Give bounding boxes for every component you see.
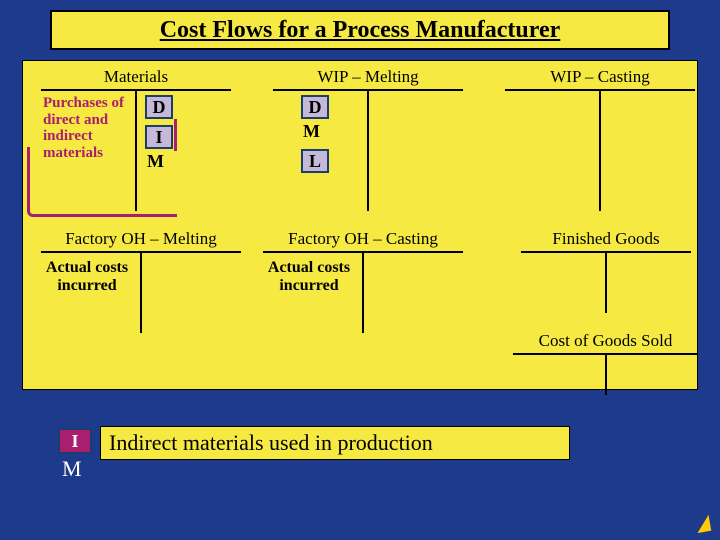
foh-casting-actual-costs: Actual costs incurred xyxy=(265,259,353,296)
wip-melting-l-box: L xyxy=(301,149,329,173)
legend-badge-i: I xyxy=(58,428,92,454)
foh-melting-actual-costs: Actual costs incurred xyxy=(43,259,131,296)
flow-arrow-indirect-materials xyxy=(27,147,177,217)
account-title-foh-casting: Factory OH – Casting xyxy=(263,229,463,249)
account-title-finished-goods: Finished Goods xyxy=(521,229,691,249)
next-arrow-icon[interactable] xyxy=(695,515,712,533)
account-title-cogs: Cost of Goods Sold xyxy=(513,331,698,351)
materials-i-box: I xyxy=(145,125,173,149)
account-foh-casting: Factory OH – Casting Actual costs incurr… xyxy=(263,229,463,331)
flow-arrow-indirect-materials-up xyxy=(171,119,177,151)
account-finished-goods: Finished Goods xyxy=(521,229,691,311)
title-banner: Cost Flows for a Process Manufacturer xyxy=(50,10,670,50)
wip-melting-d-box: D xyxy=(301,95,329,119)
legend-m: M xyxy=(62,456,82,482)
legend-bar: Indirect materials used in production xyxy=(100,426,570,460)
account-wip-casting: WIP – Casting xyxy=(505,67,695,209)
legend-text: Indirect materials used in production xyxy=(109,430,433,456)
page-title: Cost Flows for a Process Manufacturer xyxy=(160,17,561,44)
diagram-panel: Materials Purchases of direct and indire… xyxy=(22,60,698,390)
account-title-wip-melting: WIP – Melting xyxy=(273,67,463,87)
account-title-wip-casting: WIP – Casting xyxy=(505,67,695,87)
account-title-foh-melting: Factory OH – Melting xyxy=(41,229,241,249)
account-foh-melting: Factory OH – Melting Actual costs incurr… xyxy=(41,229,241,331)
account-title-materials: Materials xyxy=(41,67,231,87)
materials-d-box: D xyxy=(145,95,173,119)
account-wip-melting: WIP – Melting D M L xyxy=(273,67,463,209)
wip-melting-m-label: M xyxy=(303,121,320,142)
account-cogs: Cost of Goods Sold xyxy=(513,331,698,393)
